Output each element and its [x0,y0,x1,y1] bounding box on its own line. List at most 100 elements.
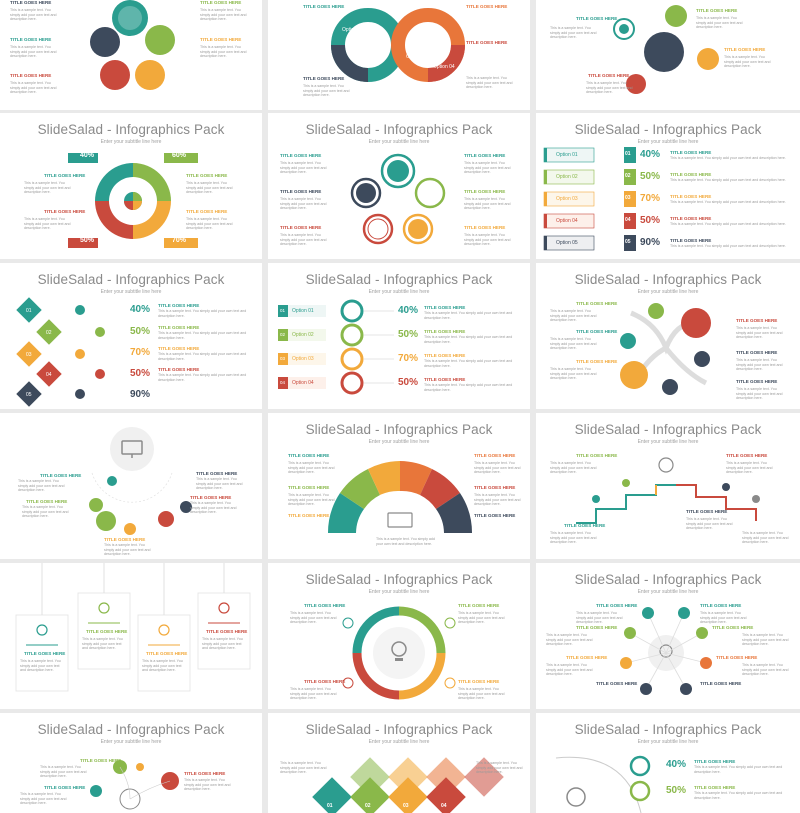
slide-thumbnail-16[interactable]: SlideSalad - Infographics Pack Enter you… [0,713,262,813]
percent-label: 50% [640,171,661,182]
title-label: TITLE GOES HERE [288,453,330,458]
body-text: This is a sample text. You simply add yo… [576,611,623,625]
title-label: TITLE GOES HERE [576,16,618,21]
body-text: This is a sample text. You simply add yo… [670,178,786,182]
slide-title: SlideSalad - Infographics Pack [305,572,493,587]
title-label: TITLE GOES HERE [158,325,200,330]
slide-thumbnail-8[interactable]: SlideSalad - Infographics Pack Enter you… [268,263,530,409]
body-text: This is a sample text. You simply add yo… [82,637,123,651]
title-label: TITLE GOES HERE [424,353,466,358]
number-label: 02 [366,505,371,510]
slide-thumbnail-15[interactable]: SlideSalad - Infographics Pack Enter you… [536,563,800,709]
body-text: This is a sample text. You simply add yo… [742,531,789,545]
slide-thumbnail-18[interactable]: SlideSalad - Infographics Pack Enter you… [536,713,800,813]
percent-label: 40% [80,152,95,159]
slide-title: SlideSalad - Infographics Pack [574,422,762,437]
number-label: 05 [26,392,32,398]
body-text: This is a sample text. You simply add yo… [700,611,747,625]
percent-label: 40% [398,305,419,316]
body-text: This is a sample text. You simply add yo… [424,335,513,344]
body-text: This is a sample text. You simply add yo… [546,633,593,647]
body-text: This is a sample text. You simply add yo… [670,222,786,226]
title-label: TITLE GOES HERE [186,173,228,178]
slide-subtitle: Enter your subtitle line here [637,739,699,745]
title-label: TITLE GOES HERE [196,471,238,476]
body-text: This is a sample text. You simply add yo… [24,217,71,231]
body-text: This is a sample text. You simply add yo… [694,791,783,800]
slide-thumbnail-5[interactable]: SlideSalad - Infographics Pack Enter you… [268,113,530,259]
body-text: This is a sample text. You simply add yo… [724,55,771,69]
title-label: TITLE GOES HERE [736,350,778,355]
number-label: 06 [434,524,439,529]
title-label: TITLE GOES HERE [464,225,506,230]
body-text: This is a sample text. You simply add yo… [10,8,57,22]
option-label: Option 05 [556,240,578,246]
title-label: TITLE GOES HERE [424,377,466,382]
title-label: TITLE GOES HERE [158,367,200,372]
arc-option-list-graphic [278,299,394,395]
slide-thumbnail-11[interactable]: SlideSalad - Infographics Pack Enter you… [268,413,530,559]
slide-thumbnail-1[interactable]: TITLE GOES HERE This is a sample text. Y… [0,0,262,110]
body-text: This is a sample text. You simply add yo… [280,761,327,775]
slide-title: SlideSalad - Infographics Pack [574,572,762,587]
slide-thumbnail-3[interactable]: TITLE GOES HERE This is a sample text. Y… [536,0,800,110]
title-label: TITLE GOES HERE [158,303,200,308]
title-label: TITLE GOES HERE [200,37,242,42]
slide-subtitle: Enter your subtitle line here [368,289,430,295]
slide-thumbnail-13[interactable]: TITLE GOES HERE This is a sample text. Y… [0,563,262,709]
title-label: TITLE GOES HERE [576,301,618,306]
body-text: This is a sample text. You simply add yo… [736,387,783,401]
donut-chart-graphic [68,153,198,248]
slide-thumbnail-14[interactable]: SlideSalad - Infographics Pack Enter you… [268,563,530,709]
number-label: 03 [26,352,32,358]
slide-thumbnail-10[interactable]: TITLE GOES HERE This is a sample text. Y… [0,413,262,559]
body-text: This is a sample text. You simply add yo… [736,326,783,340]
percent-label: 40% [666,759,687,770]
number-label: 02 [365,803,371,809]
slide-thumbnail-7[interactable]: SlideSalad - Infographics Pack Enter you… [0,263,262,409]
slide-thumbnail-4[interactable]: SlideSalad - Infographics Pack Enter you… [0,113,262,259]
title-label: TITLE GOES HERE [304,603,346,608]
number-label: 01 [625,151,631,157]
body-text: This is a sample text. You simply add yo… [104,543,151,557]
title-label: TITLE GOES HERE [10,0,52,5]
number-label: 01 [327,803,333,809]
title-label: TITLE GOES HERE [576,329,618,334]
number-label: 03 [280,356,286,361]
body-text: This is a sample text. You simply add yo… [464,161,511,175]
option-label: Option 04 [556,218,578,224]
title-label: TITLE GOES HERE [700,681,742,686]
body-text: This is a sample text. You simply add yo… [40,765,87,779]
slide-thumbnail-9[interactable]: SlideSalad - Infographics Pack Enter you… [536,263,800,409]
title-label: TITLE GOES HERE [280,225,322,230]
percent-label: 40% [640,149,661,160]
title-label: TITLE GOES HERE [670,172,712,177]
body-text: This is a sample text. You simply add yo… [20,659,61,673]
slide-thumbnail-6[interactable]: SlideSalad - Infographics Pack Enter you… [536,113,800,259]
body-text: This is a sample text. You simply add yo… [464,197,511,211]
title-label: TITLE GOES HERE [104,537,146,542]
number-label: 04 [410,494,415,499]
title-label: TITLE GOES HERE [44,785,86,790]
slide-subtitle: Enter your subtitle line here [100,739,162,745]
monitor-orbit-graphic [89,427,192,535]
title-label: TITLE GOES HERE [303,76,345,81]
slide-subtitle: Enter your subtitle line here [100,289,162,295]
body-text: This is a sample text. You simply add yo… [290,687,337,701]
title-label: TITLE GOES HERE [86,629,128,634]
hub-circles-graphic [613,5,719,94]
number-label: 02 [280,332,286,337]
title-label: TITLE GOES HERE [303,4,345,9]
option-label: Option 03 [556,196,578,202]
flower-petals-graphic [350,153,446,245]
body-text: This is a sample text. You simply add yo… [546,663,593,677]
title-label: TITLE GOES HERE [44,173,86,178]
percent-label: 70% [130,347,151,358]
number-label: 04 [280,380,286,385]
slide-thumbnail-17[interactable]: SlideSalad - Infographics Pack Enter you… [268,713,530,813]
slide-thumbnail-12[interactable]: SlideSalad - Infographics Pack Enter you… [536,413,800,559]
body-text: This is a sample text. You simply add yo… [742,633,789,647]
slide-thumbnail-2[interactable]: Option 01 Option 02 Option 03 Option 04 … [268,0,530,110]
body-text: This is a sample text. You simply add yo… [158,352,247,361]
number-label: 05 [625,239,631,245]
